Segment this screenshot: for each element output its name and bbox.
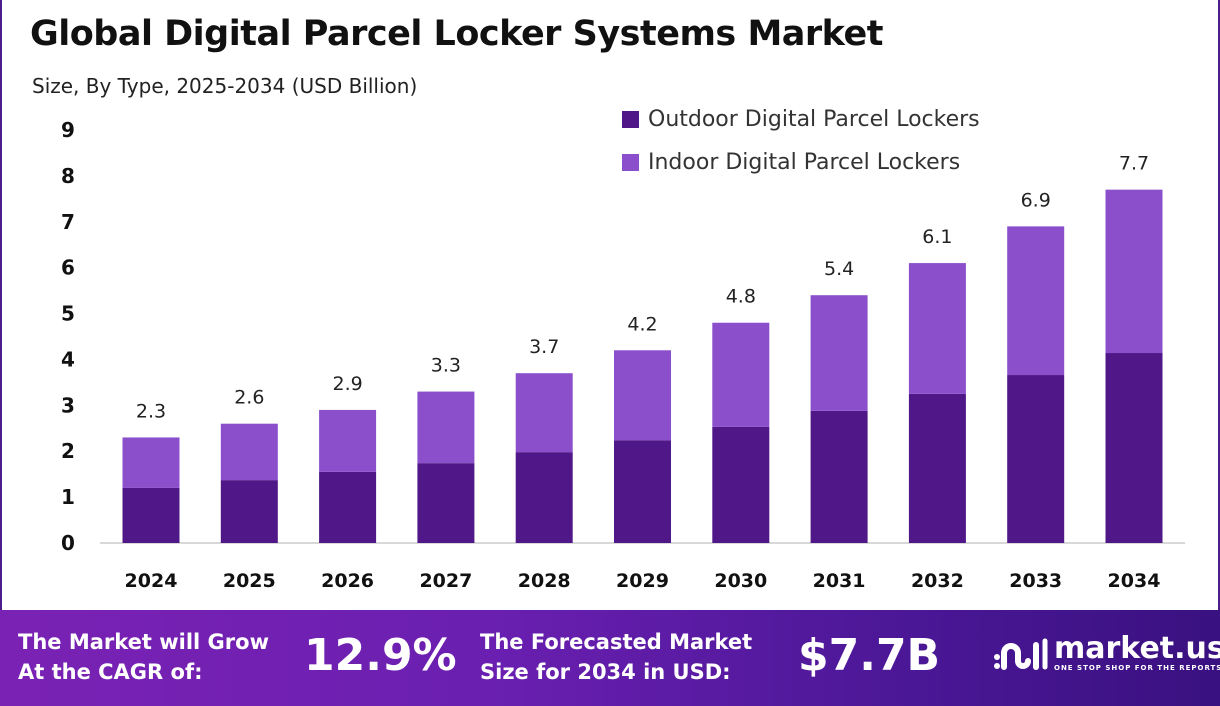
y-tick-label: 2: [61, 439, 75, 463]
bar-segment-indoor: [810, 295, 868, 411]
bar-chart: 0 1 2 3 4 5 6 7 8 9 2.3 2024 2.6 2025 2.9 2026 3.3 2027 3.…: [61, 118, 1185, 592]
bar-total-label: 2.9: [332, 373, 362, 395]
bar-total-label: 7.7: [1119, 153, 1149, 175]
footer-banner: The Market will Grow At the CAGR of: 12.…: [0, 610, 1220, 706]
legend-item-indoor: Indoor Digital Parcel Lockers: [622, 141, 980, 184]
x-tick-label: 2033: [1009, 570, 1062, 592]
bar-segment-indoor: [908, 263, 966, 394]
x-tick-label: 2026: [321, 570, 374, 592]
bar-segment-indoor: [515, 373, 573, 453]
bar-segment-indoor: [614, 350, 671, 441]
x-tick-label: 2028: [518, 570, 571, 592]
x-tick-label: 2030: [714, 570, 767, 592]
logo-icon: [994, 638, 1048, 670]
bar-total-label: 4.8: [726, 286, 756, 308]
bar-segment-indoor: [712, 322, 770, 427]
bar-segment-outdoor: [908, 393, 966, 543]
bar-segment-outdoor: [810, 410, 868, 543]
bar-segment-indoor: [122, 437, 180, 488]
bar-segment-outdoor: [712, 426, 770, 543]
chart-frame: [0, 0, 1220, 610]
bar-segment-outdoor: [122, 487, 180, 543]
cagr-label-line2: At the CAGR of:: [18, 660, 203, 684]
forecast-value: $7.7B: [798, 630, 941, 681]
bar-segment-indoor: [1105, 189, 1163, 354]
y-tick-label: 7: [61, 210, 75, 234]
legend: Outdoor Digital Parcel Lockers Indoor Di…: [622, 98, 980, 184]
legend-swatch-outdoor: [622, 111, 639, 128]
bar-total-label: 3.3: [431, 355, 461, 377]
x-tick-label: 2029: [616, 570, 669, 592]
cagr-label-line1: The Market will Grow: [18, 630, 269, 654]
forecast-label-line2: Size for 2034 in USD:: [480, 660, 731, 684]
y-tick-label: 8: [61, 164, 75, 188]
bar-total-label: 6.9: [1021, 189, 1051, 211]
bar-segment-indoor: [1007, 226, 1065, 376]
legend-item-outdoor: Outdoor Digital Parcel Lockers: [622, 98, 980, 141]
bar-segment-indoor: [319, 409, 377, 472]
y-tick-label: 9: [61, 118, 75, 142]
x-tick-label: 2034: [1108, 570, 1161, 592]
x-tick-label: 2032: [911, 570, 964, 592]
bar-segment-outdoor: [417, 463, 475, 543]
x-tick-label: 2027: [419, 570, 472, 592]
chart-subtitle: Size, By Type, 2025-2034 (USD Billion): [32, 74, 418, 98]
forecast-label-line1: The Forecasted Market: [480, 630, 753, 654]
y-tick-label: 4: [61, 347, 75, 371]
bar-segment-outdoor: [1105, 353, 1163, 543]
bar-segment-indoor: [417, 391, 475, 464]
bar-total-label: 4.2: [627, 313, 657, 335]
chart-title: Global Digital Parcel Locker Systems Mar…: [30, 14, 883, 54]
bar-segment-outdoor: [614, 440, 671, 543]
y-tick-label: 6: [61, 256, 75, 280]
bar-total-label: 3.7: [529, 336, 559, 358]
cagr-label: The Market will Grow At the CAGR of:: [18, 627, 269, 687]
bar-total-label: 6.1: [922, 226, 952, 248]
legend-swatch-indoor: [622, 154, 639, 171]
cagr-value: 12.9%: [304, 630, 457, 681]
market-us-logo: market.us ONE STOP SHOP FOR THE REPORTS: [992, 634, 1220, 672]
x-tick-label: 2024: [125, 570, 178, 592]
legend-label-indoor: Indoor Digital Parcel Lockers: [648, 150, 961, 175]
bar-segment-outdoor: [319, 471, 377, 543]
y-tick-label: 0: [61, 531, 75, 555]
bar-total-label: 2.3: [136, 400, 166, 422]
legend-label-outdoor: Outdoor Digital Parcel Lockers: [648, 107, 980, 132]
logo-tagline: ONE STOP SHOP FOR THE REPORTS: [1054, 664, 1220, 672]
y-tick-label: 1: [61, 485, 75, 509]
bar-total-label: 5.4: [824, 258, 854, 280]
logo-text: market.us: [1054, 631, 1220, 666]
bar-segment-indoor: [220, 423, 278, 481]
y-tick-label: 3: [61, 393, 75, 417]
bar-segment-outdoor: [515, 452, 573, 543]
bar-total-label: 2.6: [234, 387, 264, 409]
forecast-label: The Forecasted Market Size for 2034 in U…: [480, 627, 752, 687]
y-tick-label: 5: [61, 302, 75, 326]
bar-segment-outdoor: [220, 480, 278, 543]
x-tick-label: 2031: [813, 570, 866, 592]
bar-segment-outdoor: [1007, 375, 1065, 543]
x-tick-label: 2025: [223, 570, 276, 592]
